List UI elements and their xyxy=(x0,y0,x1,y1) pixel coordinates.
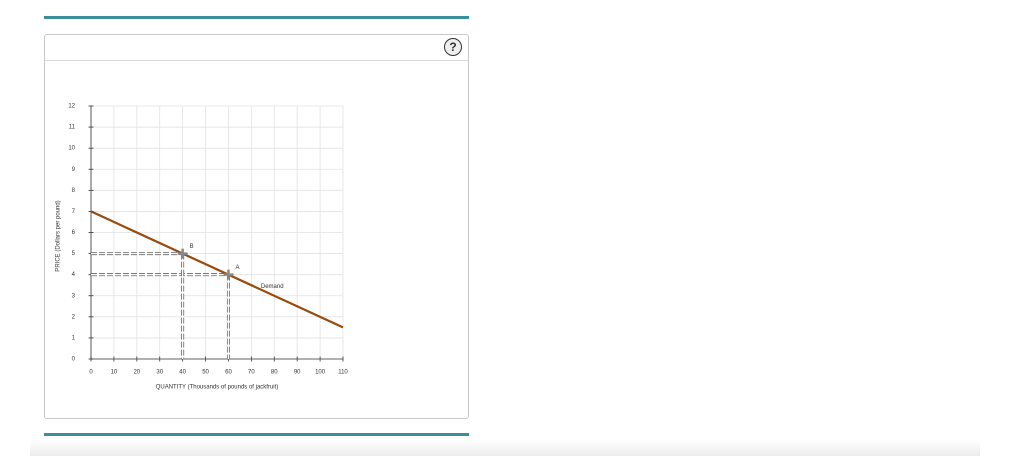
x-tick-label: 100 xyxy=(315,370,326,376)
point-marker xyxy=(223,269,234,280)
x-tick-label: 40 xyxy=(179,370,186,376)
y-tick-label: 6 xyxy=(72,230,76,236)
y-tick-label: 0 xyxy=(72,357,76,363)
help-button[interactable]: ? xyxy=(444,38,462,56)
series-label: Demand xyxy=(261,284,284,290)
x-tick-label: 10 xyxy=(111,370,118,376)
y-tick-label: 4 xyxy=(72,272,76,278)
point-label: A xyxy=(235,265,239,271)
x-tick-label: 60 xyxy=(225,370,232,376)
demand-line xyxy=(90,210,344,329)
x-tick-label: 80 xyxy=(271,370,278,376)
panel-header: ? xyxy=(45,35,468,61)
y-tick-label: 11 xyxy=(69,125,76,131)
bottom-rule xyxy=(44,433,469,436)
x-tick-label: 50 xyxy=(202,370,209,376)
y-tick-label: 10 xyxy=(68,146,75,152)
shadow xyxy=(30,440,980,456)
x-tick-label: 90 xyxy=(294,370,301,376)
x-tick-label: 20 xyxy=(133,370,140,376)
top-rule xyxy=(44,16,469,19)
panel: ? xyxy=(44,34,469,419)
x-tick-label: 70 xyxy=(248,370,255,376)
x-tick-label: 30 xyxy=(156,370,163,376)
x-tick-label: 0 xyxy=(89,370,93,376)
y-tick-label: 7 xyxy=(72,209,76,215)
y-tick-label: 1 xyxy=(72,335,76,341)
y-tick-label: 5 xyxy=(72,251,76,257)
y-tick-label: 8 xyxy=(72,188,76,194)
y-axis-title: PRICE (Dollars per pound) xyxy=(56,200,62,271)
x-axis-title: QUANTITY (Thousands of pounds of jackfru… xyxy=(156,385,279,391)
x-tick-label: 110 xyxy=(338,370,348,376)
y-tick-label: 12 xyxy=(68,104,75,110)
y-tick-label: 2 xyxy=(72,314,76,320)
y-tick-label: 9 xyxy=(72,167,76,173)
point-marker xyxy=(177,248,188,259)
point-label: B xyxy=(190,244,194,250)
y-tick-label: 3 xyxy=(72,293,76,299)
